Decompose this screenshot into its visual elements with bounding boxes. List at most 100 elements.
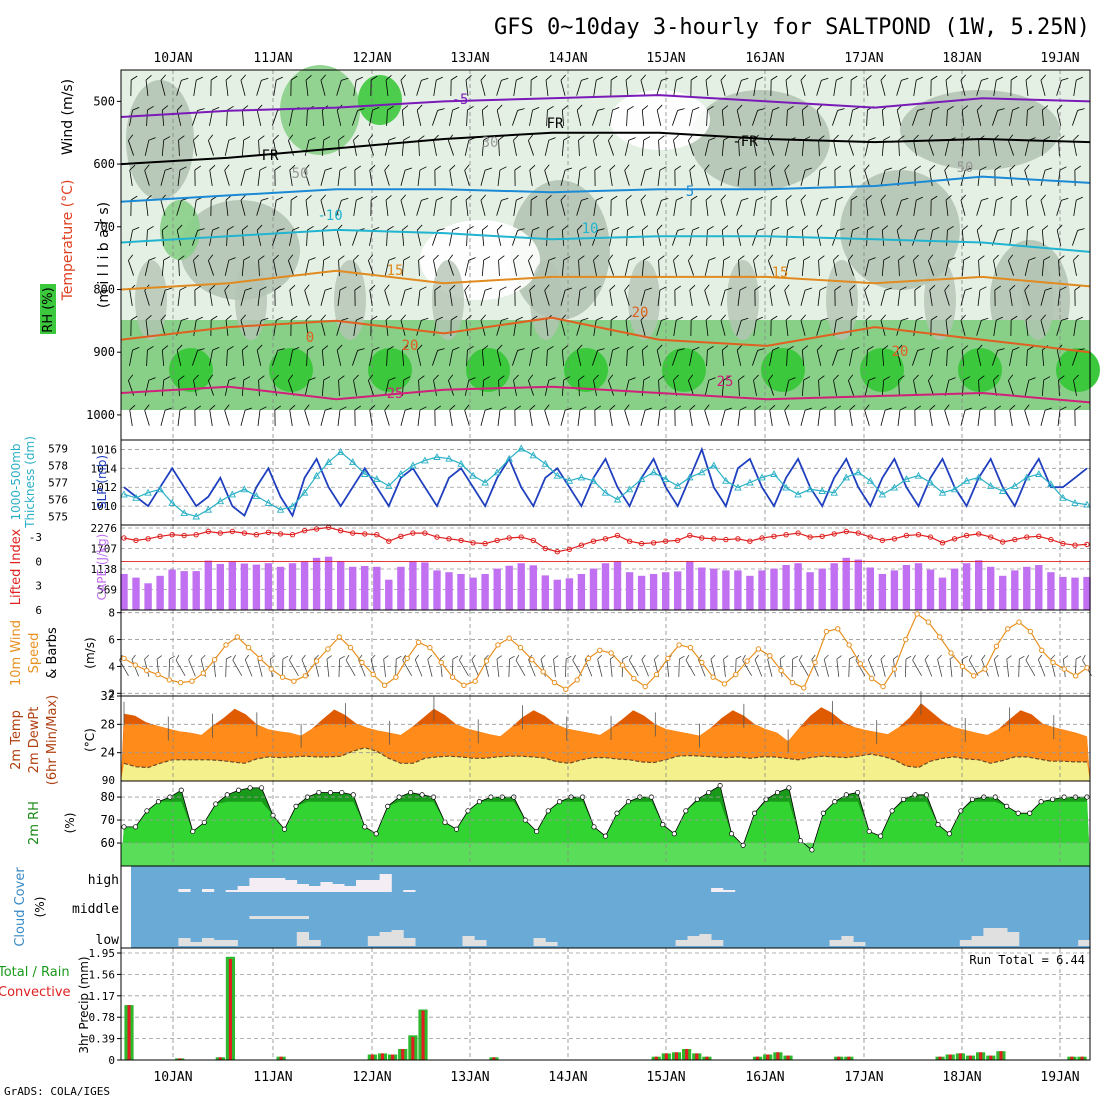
rh2m-point	[442, 819, 448, 825]
wind-barb	[274, 285, 282, 307]
isotherm-label: 0	[306, 330, 314, 346]
wind-barb-flag	[673, 374, 679, 381]
cape-tick-label: 1138	[91, 563, 118, 576]
wind-barb-flag	[784, 284, 790, 291]
precip-convective-bar	[766, 1054, 770, 1060]
wind-barb	[353, 196, 363, 216]
wind10m-speed-point	[801, 685, 807, 691]
wind-barb	[320, 407, 333, 426]
slp-axis-label: SLP (mb)	[95, 455, 109, 509]
precip-unit-label: 3hr Precip (mm)	[77, 956, 91, 1053]
lifted-index-point	[687, 532, 693, 539]
wind-barb	[720, 407, 733, 426]
wind-barb-flag	[724, 407, 733, 411]
lifted-index-point	[891, 536, 898, 542]
wind-barb	[850, 195, 858, 217]
wind-barb-staff	[738, 139, 740, 157]
wind-barb-staff	[849, 170, 853, 186]
wind-barb	[608, 254, 614, 276]
wind-barb	[976, 104, 983, 126]
wind-barb-staff	[801, 259, 805, 277]
wind-barb-staff	[961, 349, 965, 367]
wind-barb-flag	[741, 317, 749, 321]
thickness-point	[180, 509, 188, 517]
wind-barb-staff	[593, 380, 597, 396]
wind-barb-staff	[433, 380, 437, 396]
wind-barb-staff	[1056, 350, 1062, 366]
wind-barb-staff	[464, 170, 470, 186]
wind-barb-staff	[1057, 410, 1061, 426]
cloud-bar-high	[249, 878, 262, 892]
wind-barb-staff	[529, 350, 533, 366]
wind-barb-flag	[850, 195, 858, 201]
wind-barb-staff	[945, 80, 949, 96]
cape-bar	[1035, 565, 1043, 610]
wind-barb	[689, 106, 700, 126]
wind-barb-flag	[836, 196, 843, 201]
wind-barb-flag	[816, 344, 823, 351]
wind-barb-staff	[706, 109, 708, 127]
wind-barb-staff	[241, 109, 245, 127]
wind-barb-flag	[784, 404, 790, 411]
wind-barb-flag	[228, 377, 236, 381]
wind-barb-flag	[354, 285, 362, 291]
cloud-bar-high	[344, 886, 357, 892]
wind-barb	[834, 285, 842, 307]
wind-barb	[320, 194, 326, 216]
precip-convective-bar	[979, 1052, 983, 1060]
wind-barb	[784, 257, 796, 276]
wind-barb-flag	[240, 194, 246, 201]
wind-barb-staff	[784, 380, 790, 396]
wind-barb-flag	[1028, 377, 1036, 381]
cape-bar	[1023, 566, 1031, 610]
wind-barb	[433, 196, 443, 216]
wind-barb-flag	[849, 404, 856, 411]
wind-barb-staff	[241, 259, 245, 277]
wind-barb	[576, 344, 583, 366]
cloud-bar-high	[379, 874, 392, 892]
isotherm-label: 50	[292, 166, 309, 182]
wind-barb-staff	[161, 109, 165, 127]
wind-barb	[161, 256, 171, 277]
wind-barb-staff	[881, 109, 885, 127]
lifted-index-point	[157, 533, 163, 539]
wind-barb	[1041, 105, 1049, 127]
wind10m-barb	[471, 654, 479, 677]
wind-barb-staff	[866, 349, 868, 367]
thickness-layer-label: 1000-500mb	[9, 443, 23, 520]
wind-barb-flag	[464, 284, 470, 291]
wind-barb-flag	[450, 75, 458, 81]
wind10m-speed-point	[166, 677, 173, 683]
wind-barb-staff	[369, 170, 373, 186]
wind-barb-flag	[978, 255, 985, 261]
wind-barb-staff	[1073, 260, 1077, 276]
wind-barb-flag	[882, 225, 889, 231]
wind-barb-flag	[292, 346, 300, 351]
wind-barb-staff	[368, 260, 374, 276]
wind-barb-staff	[1008, 380, 1014, 396]
wind-barb-flag	[212, 226, 220, 231]
lifted-index-point	[301, 528, 308, 534]
wind-barb-staff	[304, 170, 310, 186]
y-tick-label: 28	[101, 717, 115, 731]
wind-barb	[754, 285, 762, 307]
wind-barb	[898, 255, 905, 277]
wind-barb	[673, 196, 683, 216]
wind-barb	[720, 314, 726, 336]
cloud-bar-high	[367, 880, 380, 892]
wind-barb	[674, 405, 682, 427]
wind-barb-staff	[913, 80, 917, 96]
wind-barb-flag	[612, 346, 620, 351]
rh2m-point	[832, 799, 838, 805]
wind-barb	[818, 255, 825, 277]
wind-barb-flag	[341, 197, 349, 201]
wind-barb-staff	[833, 260, 837, 276]
isotherm-line	[120, 316, 1091, 354]
wind-barb	[353, 134, 359, 156]
wind-barb-staff	[352, 230, 358, 246]
wind-barb-flag	[913, 134, 919, 141]
slp-tick-label: 1014	[91, 462, 118, 475]
wind-barb-staff	[689, 110, 693, 126]
wind-barb-staff	[704, 260, 710, 276]
wind-barb-flag	[997, 228, 1005, 231]
